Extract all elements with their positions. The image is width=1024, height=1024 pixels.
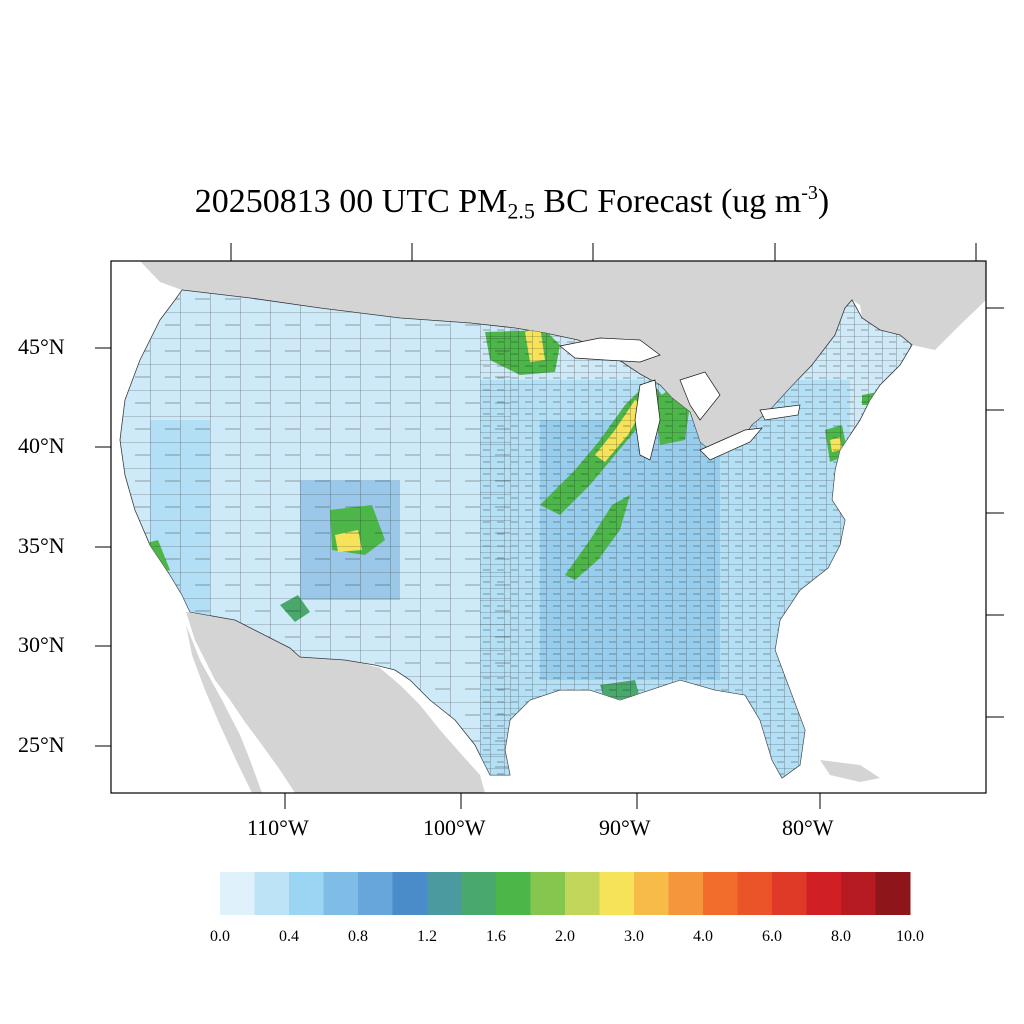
colorbar-swatch	[392, 872, 428, 915]
colorbar-label: 6.0	[762, 928, 782, 945]
colorbar-swatch	[599, 872, 635, 915]
colorbar-label: 0.4	[279, 928, 299, 945]
lake-superior	[559, 337, 661, 363]
lat-label: 30°N	[18, 632, 65, 657]
colorbar	[220, 872, 911, 915]
canada-landmass	[140, 261, 986, 452]
colorbar-swatch	[530, 872, 566, 915]
colorbar-swatch	[703, 872, 738, 915]
mexico-landmass	[186, 612, 485, 793]
tick-marks	[95, 243, 1004, 809]
colorbar-label: 0.0	[210, 928, 230, 945]
colorbar-swatch	[737, 872, 773, 915]
colorbar-swatch	[772, 872, 807, 915]
colorbar-swatch	[875, 872, 911, 915]
colorbar-swatch	[220, 872, 255, 915]
lat-label: 25°N	[18, 732, 65, 757]
colorbar-swatch	[323, 872, 359, 915]
lat-label: 35°N	[18, 533, 65, 558]
colorbar-swatch	[841, 872, 876, 915]
colorbar-swatch	[806, 872, 842, 915]
colorbar-swatch	[565, 872, 600, 915]
map-frame	[110, 260, 987, 794]
colorbar-label: 3.0	[624, 928, 644, 945]
lat-label: 45°N	[18, 334, 65, 359]
lon-label: 90°W	[599, 815, 651, 840]
colorbar-label: 1.2	[417, 928, 437, 945]
colorbar-label: 1.6	[486, 928, 506, 945]
lake-erie	[699, 427, 763, 461]
caribbean-island	[820, 760, 880, 782]
colorbar-swatch	[358, 872, 393, 915]
colorbar-swatch	[427, 872, 462, 915]
colorbar-swatch	[461, 872, 497, 915]
colorbar-swatch	[496, 872, 531, 915]
lake-ontario	[759, 404, 801, 421]
colorbar-swatch	[634, 872, 669, 915]
colorbar-swatch	[289, 872, 324, 915]
colorbar-swatch	[668, 872, 704, 915]
lat-label: 40°N	[18, 433, 65, 458]
lon-label: 80°W	[782, 815, 834, 840]
baja-peninsula	[186, 625, 262, 793]
lon-label: 100°W	[423, 815, 486, 840]
lon-label: 110°W	[247, 815, 309, 840]
colorbar-label: 0.8	[348, 928, 368, 945]
colorbar-label: 8.0	[831, 928, 851, 945]
lake-michigan	[634, 379, 661, 461]
great-lakes	[559, 337, 801, 461]
colorbar-label: 4.0	[693, 928, 713, 945]
lake-huron	[679, 371, 721, 421]
colorbar-label: 2.0	[555, 928, 575, 945]
map-title: 20250813 00 UTC PM2.5 BC Forecast (ug m-…	[194, 182, 830, 224]
colorbar-label: 10.0	[896, 928, 924, 945]
colorbar-swatch	[254, 872, 290, 915]
